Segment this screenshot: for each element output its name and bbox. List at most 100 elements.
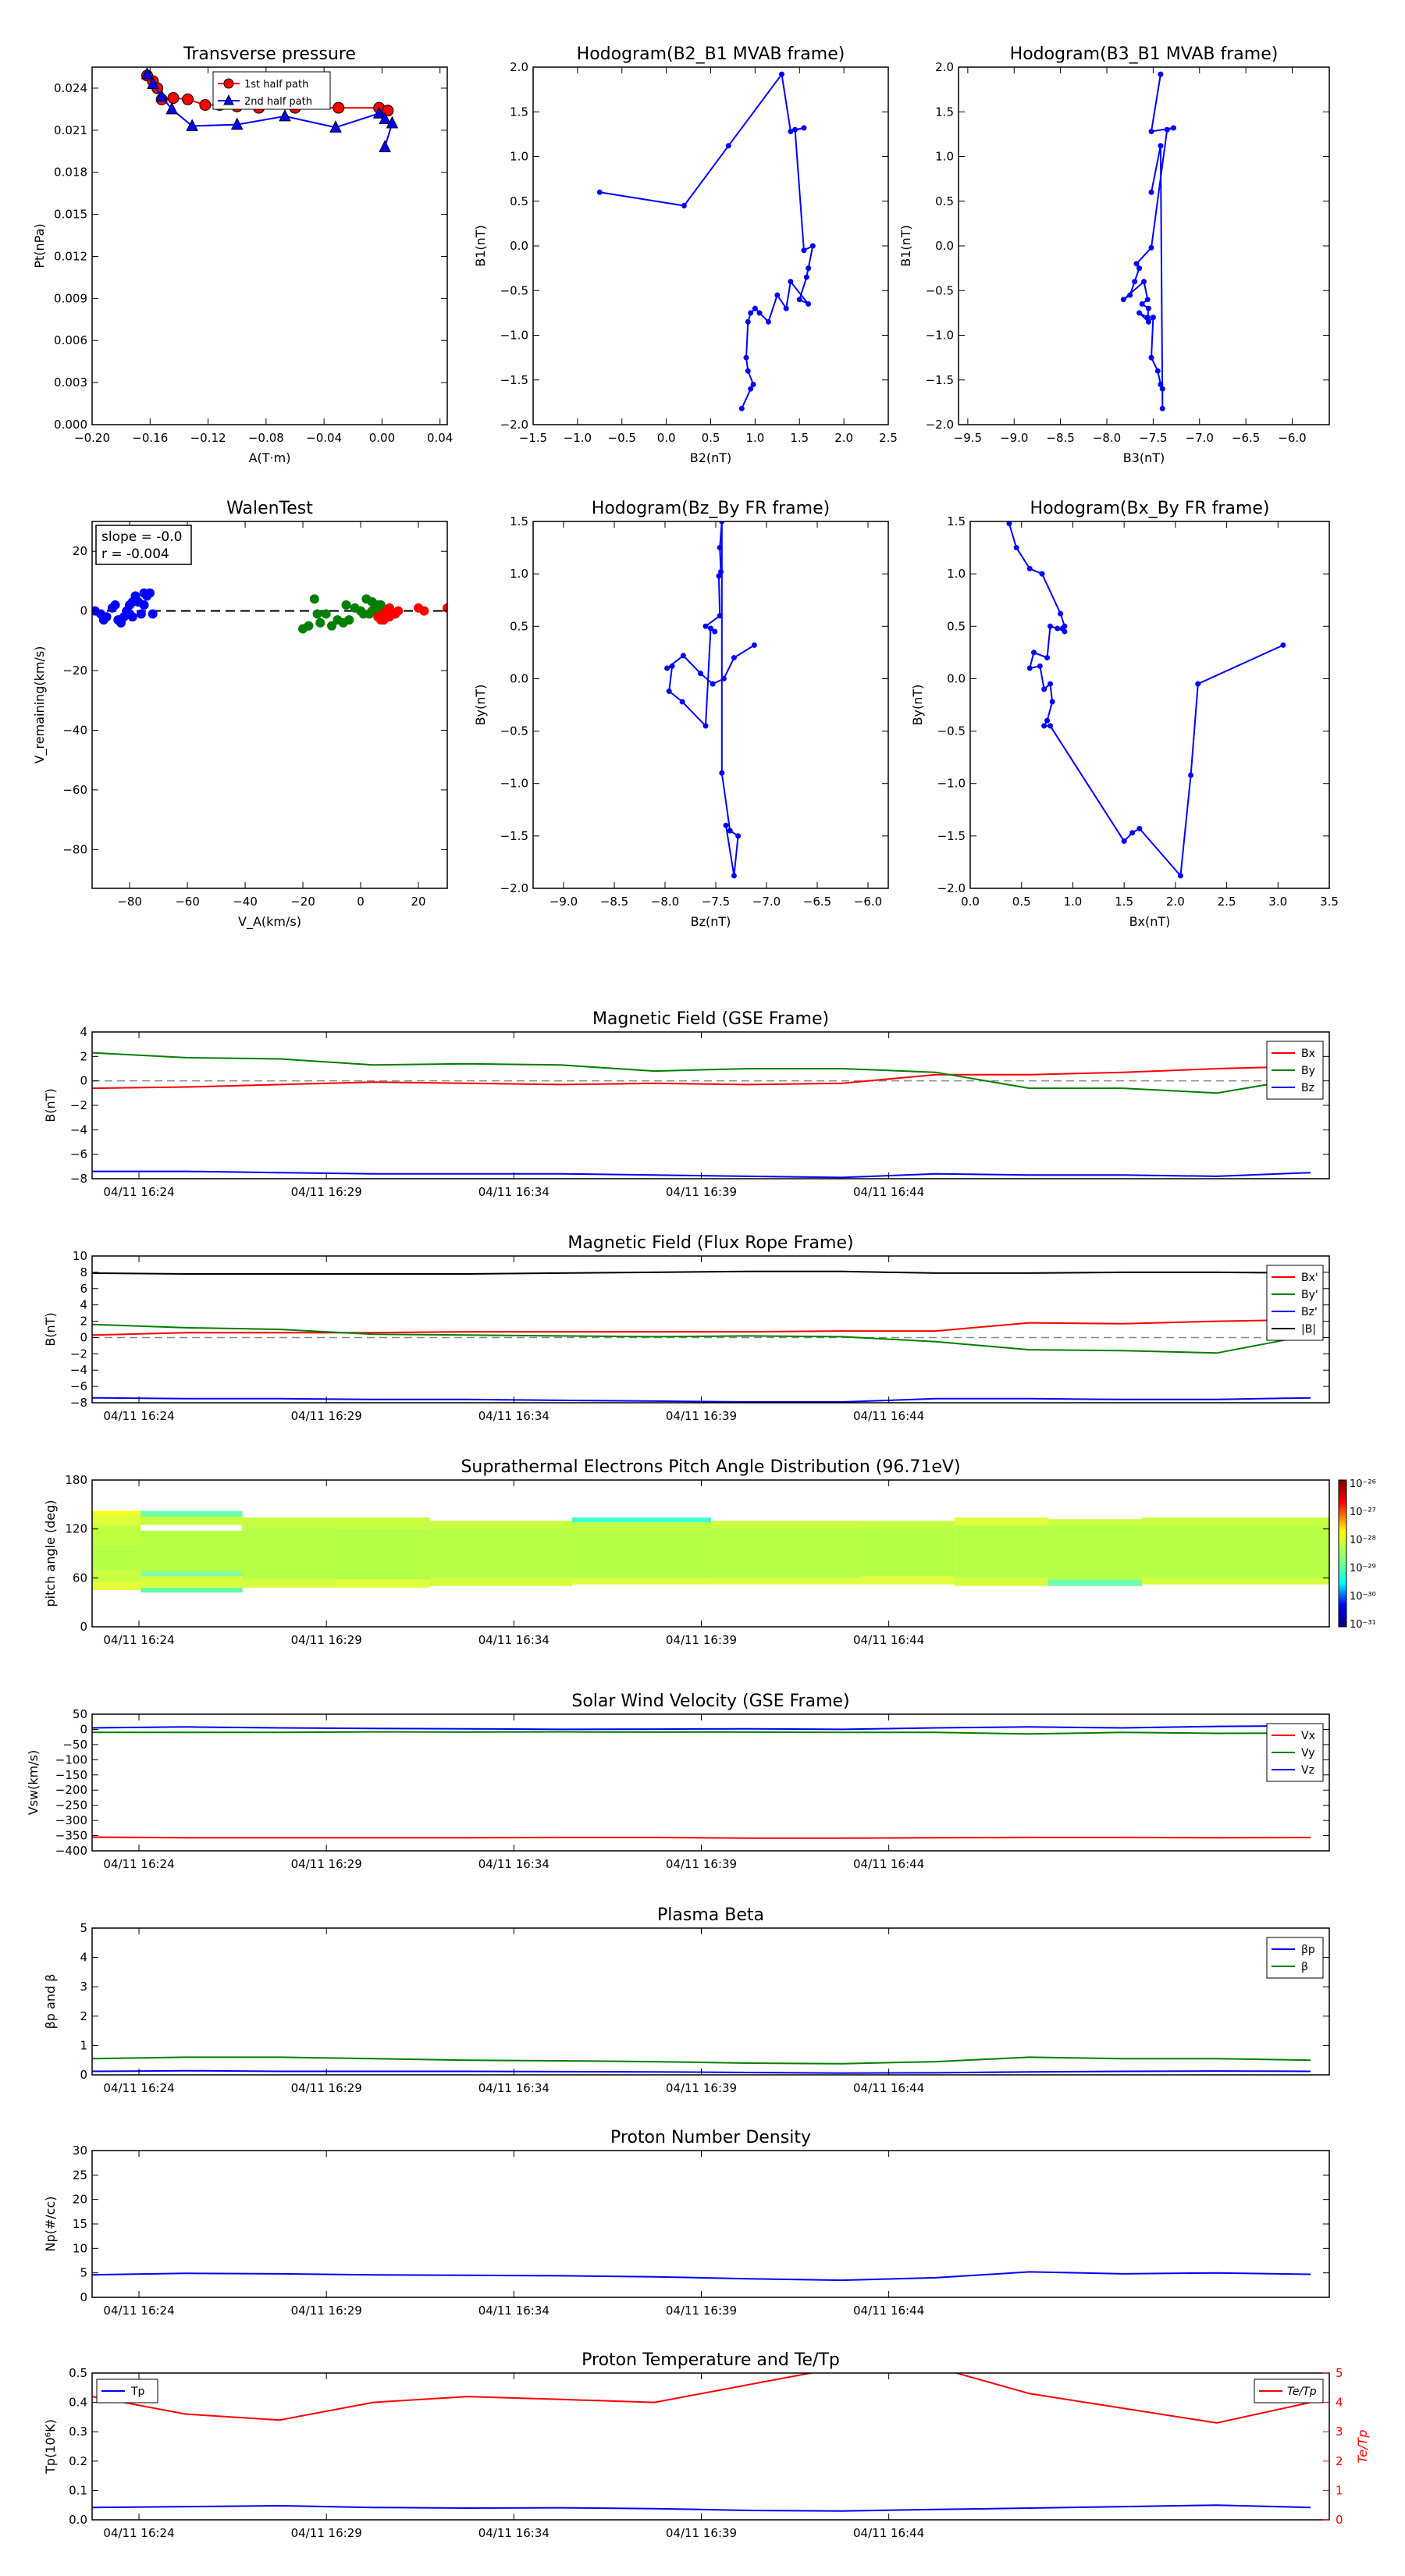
x-axis-label: A(T·m)	[249, 450, 291, 465]
heatmap-cell	[954, 1517, 1049, 1526]
series-line-1	[92, 2373, 1311, 2424]
plot-frame	[91, 66, 448, 425]
data-point	[680, 653, 686, 659]
data-point	[712, 628, 718, 635]
y-tick-label: −0.5	[500, 283, 528, 297]
y-tick-label: 2.0	[935, 60, 954, 74]
y-tick-label: 0.0	[935, 239, 954, 253]
y-tick-label: 0.006	[54, 333, 87, 347]
data-point	[702, 623, 709, 629]
data-point	[375, 600, 386, 610]
y-axis-label: B1(nT)	[473, 225, 488, 267]
annotation-text: slope = -0.0	[101, 529, 182, 545]
data-point	[1145, 305, 1151, 311]
data-point	[750, 381, 756, 387]
legend-label: Vy	[1301, 1747, 1315, 1759]
data-point	[1144, 315, 1151, 321]
data-point	[1158, 143, 1164, 149]
y-tick-label-right: 3	[1336, 2425, 1343, 2439]
x-tick-label: −6.0	[854, 895, 882, 909]
legend-marker	[223, 94, 234, 105]
y-axis-label: B(nT)	[43, 1312, 58, 1346]
data-point	[1164, 126, 1170, 133]
x-tick-label: 04/11 16:29	[291, 1185, 362, 1199]
y-tick-label: −6	[70, 1147, 87, 1162]
data-point	[719, 521, 725, 525]
data-point	[341, 600, 351, 610]
y-tick-label: 120	[65, 1522, 87, 1536]
data-point	[1136, 310, 1143, 316]
x-tick-label: 04/11 16:34	[478, 1185, 550, 1199]
y-tick-label: −300	[55, 1813, 87, 1827]
data-point	[708, 625, 713, 632]
x-tick-label: 04/11 16:29	[291, 1857, 362, 1871]
chart-bfr: 04/11 16:24 04/11 16:29 04/11 16:34 04/11 1…	[43, 1233, 1330, 1423]
y-tick-label: −0.5	[500, 724, 528, 738]
y-tick-label: 0.4	[69, 2396, 87, 2410]
x-tick-label: 0.04	[427, 431, 453, 445]
chart-title: Transverse pressure	[183, 44, 356, 64]
y-tick-label: 20	[73, 544, 87, 558]
data-point	[344, 615, 354, 625]
plot-area	[92, 2271, 1311, 2282]
data-point	[148, 609, 158, 619]
y-tick-label: −8	[70, 1396, 87, 1410]
heatmap-cell	[1141, 1578, 1329, 1585]
legend-marker	[223, 78, 234, 89]
data-point	[756, 310, 763, 316]
y-tick-label: 0.0	[947, 671, 966, 685]
x-tick-label: −7.5	[1139, 431, 1167, 445]
x-tick-label: 0.00	[369, 431, 395, 445]
chart-bgse: 04/11 16:24 04/11 16:29 04/11 16:34 04/11 1…	[43, 1009, 1330, 1199]
heatmap-cell	[1141, 1517, 1329, 1526]
y-tick-label: 3	[80, 1980, 87, 1994]
data-point	[1158, 381, 1164, 387]
chart-pt: −0.20 −0.16 −0.12 −0.08 −0.04 0.00 0.04 0.000 0.…	[32, 44, 453, 465]
y-tick-label-right: 1	[1336, 2483, 1343, 2497]
x-tick-label: 04/11 16:29	[291, 2304, 362, 2318]
y-tick-label: −60	[62, 783, 87, 797]
data-point	[358, 609, 368, 619]
y-tick-label: 0	[80, 1620, 87, 1634]
y-tick-label: −2.0	[500, 418, 528, 432]
legend-label: Bx'	[1301, 1272, 1318, 1284]
y-tick-label: 0.018	[54, 165, 87, 180]
data-point	[731, 873, 737, 879]
heatmap-cell	[860, 1576, 955, 1585]
heatmap-cell	[954, 1525, 1049, 1578]
data-point	[1048, 623, 1054, 629]
series-line-0	[1122, 74, 1174, 409]
y-tick-label: −1.0	[937, 777, 966, 791]
y-tick-label: 4	[80, 1025, 87, 1039]
y-tick-label: 1.0	[510, 567, 528, 581]
data-point	[710, 681, 716, 687]
y-tick-label: 0.012	[54, 249, 87, 263]
data-point	[1041, 723, 1048, 729]
series-line-0	[92, 1318, 1311, 1336]
legend-label: Bz	[1301, 1082, 1314, 1094]
legend-label: By	[1301, 1065, 1315, 1077]
y-tick-label-right: 2	[1336, 2454, 1343, 2468]
data-point	[110, 600, 120, 610]
x-tick-label: 04/11 16:34	[478, 1857, 550, 1871]
x-tick-label: 3.5	[1320, 895, 1339, 909]
heatmap-cell	[92, 1545, 141, 1570]
data-point	[1026, 665, 1033, 671]
x-tick-label: −7.0	[1186, 431, 1214, 445]
heatmap-cell	[140, 1587, 243, 1593]
data-point	[681, 202, 687, 208]
x-tick-label: −20	[290, 895, 315, 909]
x-tick-label: 04/11 16:44	[853, 1633, 924, 1647]
y-axis-label: Pt(nPa)	[32, 223, 47, 268]
y-tick-label: −1.0	[500, 777, 528, 791]
heatmap-cell	[140, 1525, 243, 1531]
data-point	[1041, 686, 1048, 692]
plot-area	[92, 1724, 1311, 1839]
plot-area	[92, 2373, 1311, 2512]
heatmap-cell	[336, 1528, 430, 1580]
heatmap-cell	[336, 1517, 430, 1529]
y-tick-label: 2	[80, 1315, 87, 1329]
heatmap-cell	[140, 1517, 243, 1525]
series-line-3	[92, 1270, 1311, 1275]
chart-vsw: 04/11 16:24 04/11 16:29 04/11 16:34 04/11 1…	[26, 1692, 1330, 1871]
